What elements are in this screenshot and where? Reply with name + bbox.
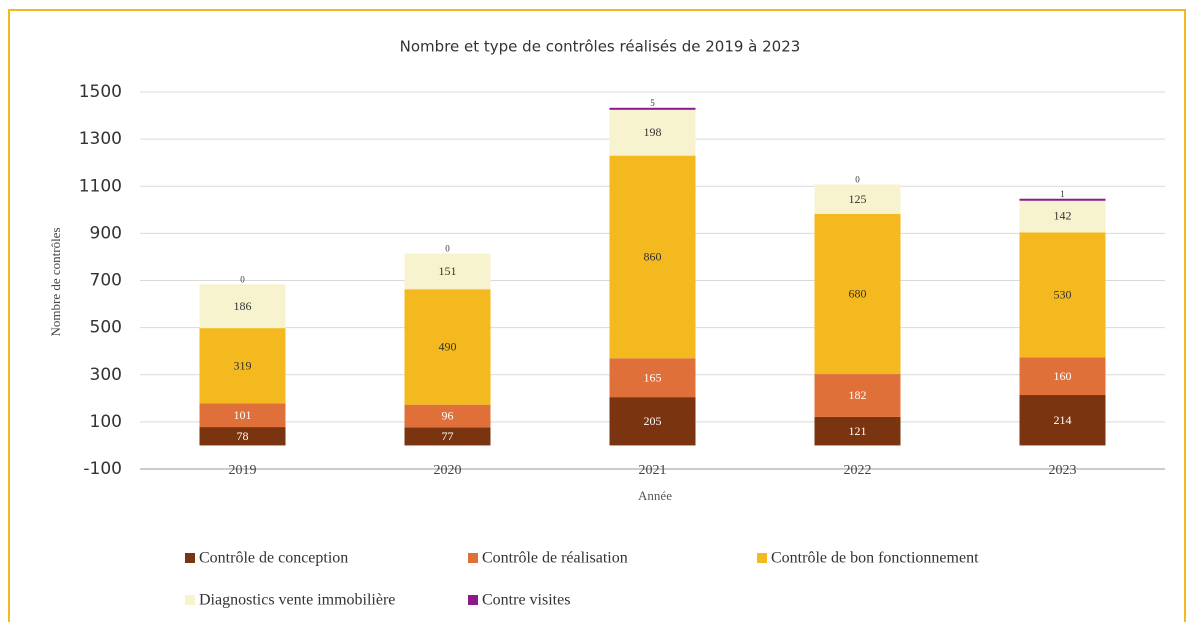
data-label: 77	[442, 429, 454, 443]
y-tick-label: 1500	[79, 82, 122, 102]
y-tick-label: 1300	[79, 129, 122, 149]
legend-swatch	[468, 595, 478, 605]
bar-segment	[199, 284, 286, 329]
data-label: 142	[1054, 208, 1072, 222]
bar-segment	[1019, 232, 1106, 358]
bar-segment	[199, 328, 286, 404]
x-tick-label: 2020	[434, 463, 462, 478]
bar-segment	[609, 397, 696, 446]
bar-segment	[404, 427, 491, 446]
data-label: 96	[442, 409, 454, 423]
data-label: 121	[849, 424, 867, 438]
data-label: 1	[1060, 189, 1065, 199]
data-label: 205	[644, 414, 662, 428]
data-label: 319	[234, 358, 252, 372]
y-tick-label: 300	[90, 365, 122, 385]
data-label: 680	[849, 287, 867, 301]
data-label: 490	[439, 340, 457, 354]
x-axis-label: Année	[638, 488, 672, 503]
legend-swatch	[185, 595, 195, 605]
y-axis-label: Nombre de contrôles	[48, 227, 63, 336]
x-tick-label: 2021	[639, 463, 667, 478]
legend-label: Diagnostics vente immobilière	[199, 592, 395, 609]
data-label: 530	[1054, 288, 1072, 302]
legend-label: Contrôle de réalisation	[482, 550, 628, 567]
y-tick-label: 700	[90, 271, 122, 291]
data-label: 5	[650, 98, 655, 108]
bar-segment	[1019, 357, 1106, 396]
x-tick-label: 2019	[229, 463, 257, 478]
legend-label: Contrôle de bon fonctionnement	[771, 550, 979, 567]
data-label: 151	[439, 264, 457, 278]
bar-segment	[404, 289, 491, 405]
data-label: 0	[445, 244, 450, 254]
legend-swatch	[468, 553, 478, 563]
data-label: 186	[234, 299, 252, 313]
bar-segment	[404, 253, 491, 290]
bar-segment	[199, 403, 286, 428]
data-label: 160	[1054, 369, 1072, 383]
bar-segment	[199, 427, 286, 446]
bar-segment	[609, 358, 696, 398]
legend-label: Contrôle de conception	[199, 550, 348, 567]
x-tick-label: 2022	[844, 463, 872, 478]
bar-segment	[814, 184, 901, 214]
bar-segment	[814, 374, 901, 417]
bar-segment	[1019, 198, 1106, 201]
legend-swatch	[185, 553, 195, 563]
data-label: 78	[237, 429, 249, 443]
data-label: 101	[234, 408, 252, 422]
legend-swatch	[757, 553, 767, 563]
y-tick-label: 100	[90, 412, 122, 432]
data-label: 0	[855, 174, 860, 184]
data-label: 0	[240, 274, 245, 284]
bar-segment	[404, 404, 491, 428]
data-label: 198	[644, 125, 662, 139]
legend-label: Contre visites	[482, 592, 570, 609]
x-tick-label: 2023	[1049, 463, 1077, 478]
bar-segment	[1019, 198, 1106, 233]
bar-segment	[609, 107, 696, 110]
frame	[8, 9, 1186, 622]
y-tick-label: 1100	[79, 176, 122, 196]
bar-segment	[814, 213, 901, 375]
data-label: 182	[849, 388, 867, 402]
bar-segment	[609, 155, 696, 359]
bar-segment	[609, 108, 696, 156]
data-label: 165	[644, 370, 662, 384]
y-tick-label: 900	[90, 223, 122, 243]
bar-segment	[1019, 395, 1106, 446]
y-tick-label: -100	[83, 459, 122, 479]
data-label: 125	[849, 192, 867, 206]
data-label: 214	[1054, 413, 1072, 427]
bar-segment	[814, 416, 901, 446]
chart-title: Nombre et type de contrôles réalisés de …	[400, 38, 801, 56]
y-tick-label: 500	[90, 318, 122, 338]
data-label: 860	[644, 250, 662, 264]
